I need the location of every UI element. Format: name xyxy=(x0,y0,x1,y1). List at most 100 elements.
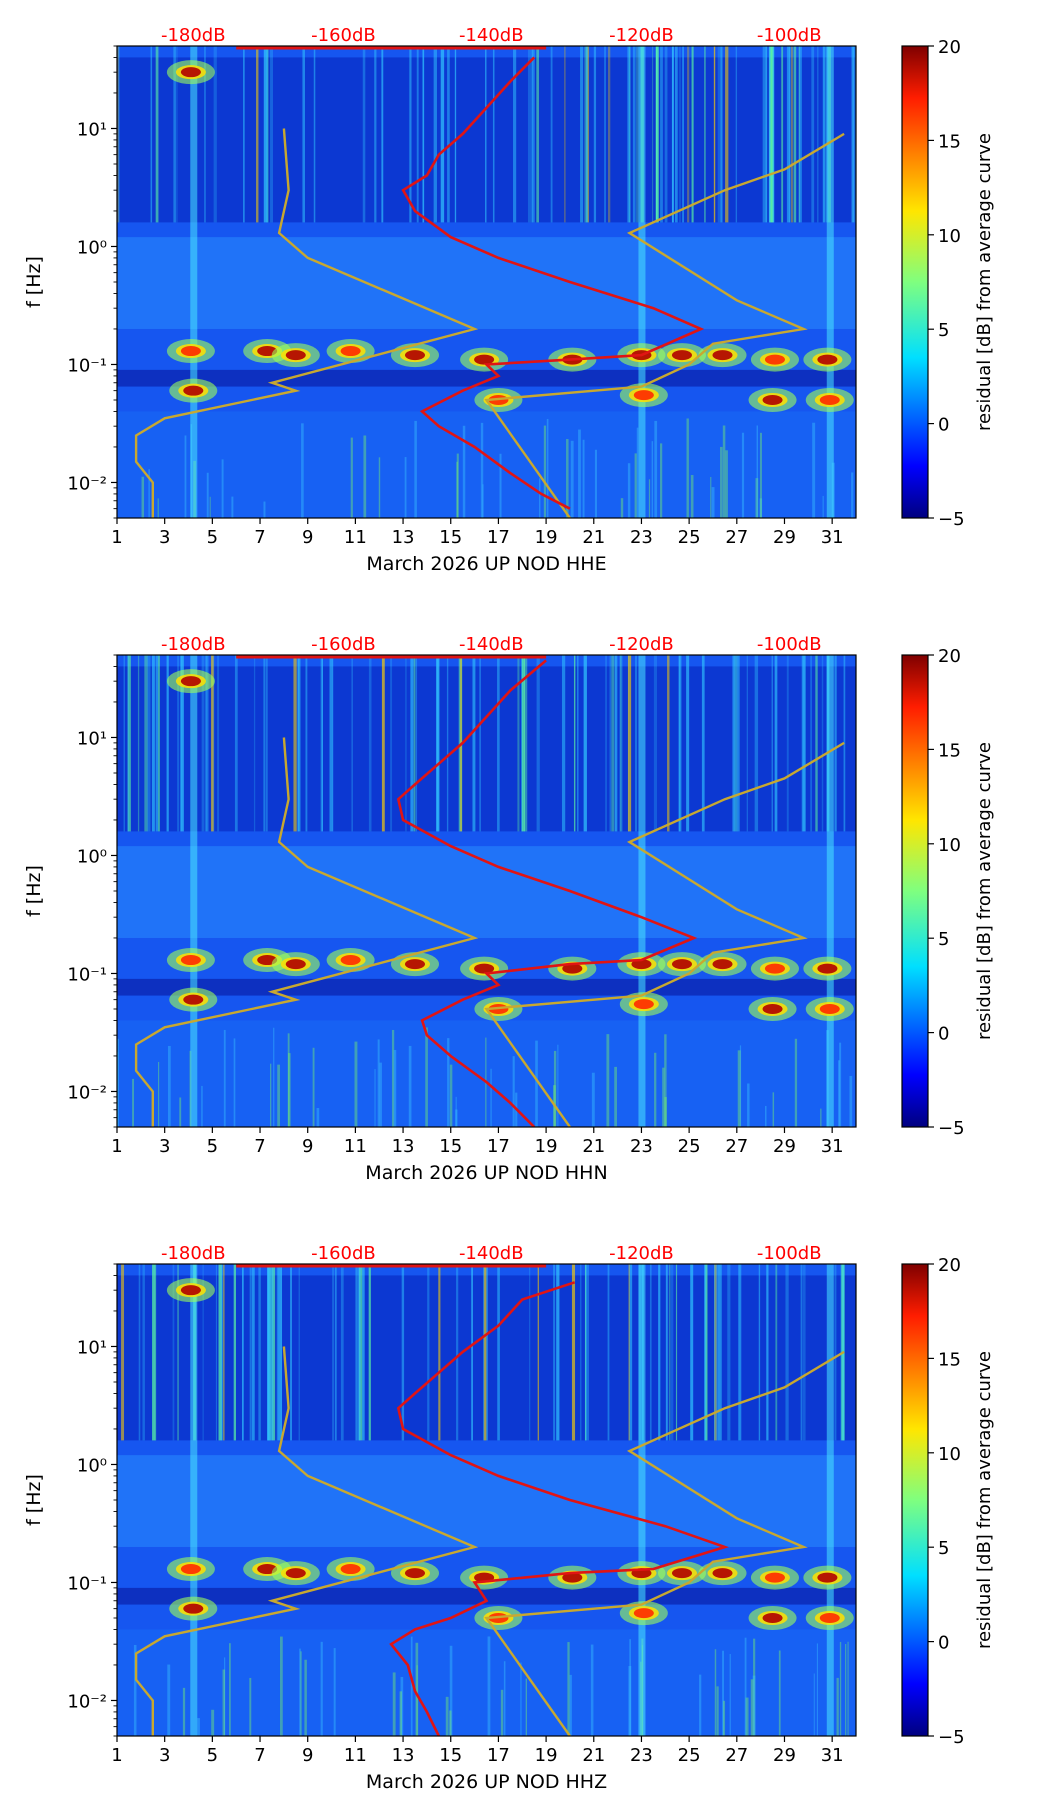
storm-blob xyxy=(671,350,692,361)
streak xyxy=(354,1041,358,1127)
streak xyxy=(471,1264,473,1441)
streak xyxy=(138,1264,141,1441)
storm-blob xyxy=(340,955,361,966)
streak xyxy=(132,1078,135,1127)
streak xyxy=(447,46,450,223)
streak xyxy=(686,655,690,832)
streak xyxy=(847,1641,849,1736)
streak xyxy=(492,46,495,223)
db-scale-label: -140dB xyxy=(459,25,524,46)
storm-blob xyxy=(817,963,838,974)
db-scale-label: -120dB xyxy=(609,1243,674,1264)
streak xyxy=(351,655,353,832)
streak xyxy=(822,46,826,223)
streak xyxy=(297,655,300,832)
x-tick-label: 1 xyxy=(111,1136,122,1157)
x-tick-label: 27 xyxy=(725,1136,748,1157)
streak xyxy=(213,46,217,223)
quiet-band xyxy=(117,978,856,996)
streak xyxy=(607,1264,610,1441)
x-tick-label: 25 xyxy=(678,527,701,548)
streak xyxy=(660,46,663,223)
streak xyxy=(253,655,256,832)
streak xyxy=(249,1677,252,1736)
streak xyxy=(769,46,774,223)
storm-blob xyxy=(340,1564,361,1575)
streak xyxy=(604,46,606,223)
streak xyxy=(836,1677,839,1736)
streak xyxy=(206,472,209,518)
streak xyxy=(455,1109,458,1127)
y-tick-label: 10⁻² xyxy=(67,1082,107,1103)
streak xyxy=(606,1034,610,1127)
streak xyxy=(853,46,856,223)
streak xyxy=(714,1264,717,1441)
streak xyxy=(716,1686,719,1736)
noise-model-low-curve xyxy=(134,1346,479,1736)
streak xyxy=(141,476,145,518)
db-scale-label: -160dB xyxy=(311,25,376,46)
streak xyxy=(802,655,806,832)
streak xyxy=(851,46,855,223)
streak xyxy=(278,1264,282,1441)
streak xyxy=(591,1072,595,1127)
streak xyxy=(629,1264,633,1441)
streak xyxy=(222,1669,225,1736)
streak xyxy=(553,1264,556,1441)
streak xyxy=(179,1097,182,1127)
streak xyxy=(299,1648,301,1736)
streak xyxy=(374,1069,376,1127)
streak xyxy=(762,46,766,223)
x-tick-label: 15 xyxy=(439,527,462,548)
streak xyxy=(717,46,721,223)
streak xyxy=(662,1067,665,1127)
x-tick-label: 25 xyxy=(678,1136,701,1157)
streak xyxy=(704,46,706,223)
streak xyxy=(716,1264,720,1441)
x-tick-label: 7 xyxy=(254,1136,265,1157)
streak xyxy=(408,1045,412,1127)
streak xyxy=(415,655,418,832)
streak xyxy=(287,1033,290,1127)
streak xyxy=(455,1096,457,1127)
streak xyxy=(609,655,612,832)
storm-blob xyxy=(285,350,306,361)
streak xyxy=(204,46,206,223)
streak xyxy=(263,655,266,832)
x-tick-label: 3 xyxy=(159,1745,170,1766)
streak xyxy=(166,655,169,832)
storm-blob xyxy=(404,350,425,361)
streak xyxy=(456,1264,459,1441)
streak xyxy=(524,655,528,832)
noise-model-high-curve xyxy=(484,1350,845,1736)
streak xyxy=(320,655,323,832)
streak xyxy=(127,655,129,832)
streak xyxy=(243,46,245,223)
streak xyxy=(845,1643,847,1736)
streak xyxy=(594,449,598,518)
streak xyxy=(675,46,678,223)
colorbar-tick-label: 0 xyxy=(938,1024,949,1045)
streak xyxy=(628,1264,630,1441)
x-tick-label: 19 xyxy=(535,527,558,548)
storm-blob xyxy=(712,959,733,970)
streak xyxy=(768,46,771,223)
streak xyxy=(133,1644,137,1736)
colorbar-label: residual [dB] from average curve xyxy=(974,742,995,1040)
streak xyxy=(177,1264,179,1441)
colorbar-tick-label: 15 xyxy=(938,131,961,152)
streak xyxy=(329,655,333,832)
x-tick-label: 23 xyxy=(630,1745,653,1766)
streak xyxy=(520,1662,522,1736)
streak xyxy=(487,1636,491,1736)
streak xyxy=(277,1064,280,1127)
streak xyxy=(427,1264,430,1441)
microseism-band xyxy=(117,846,856,938)
y-tick-label: 10⁰ xyxy=(77,846,107,867)
x-tick-label: 23 xyxy=(630,527,653,548)
streak xyxy=(851,472,854,518)
storm-blob xyxy=(180,1564,201,1575)
streak xyxy=(333,1648,336,1736)
x-tick-label: 11 xyxy=(344,1136,367,1157)
colorbar-tick-label: 20 xyxy=(938,646,961,667)
